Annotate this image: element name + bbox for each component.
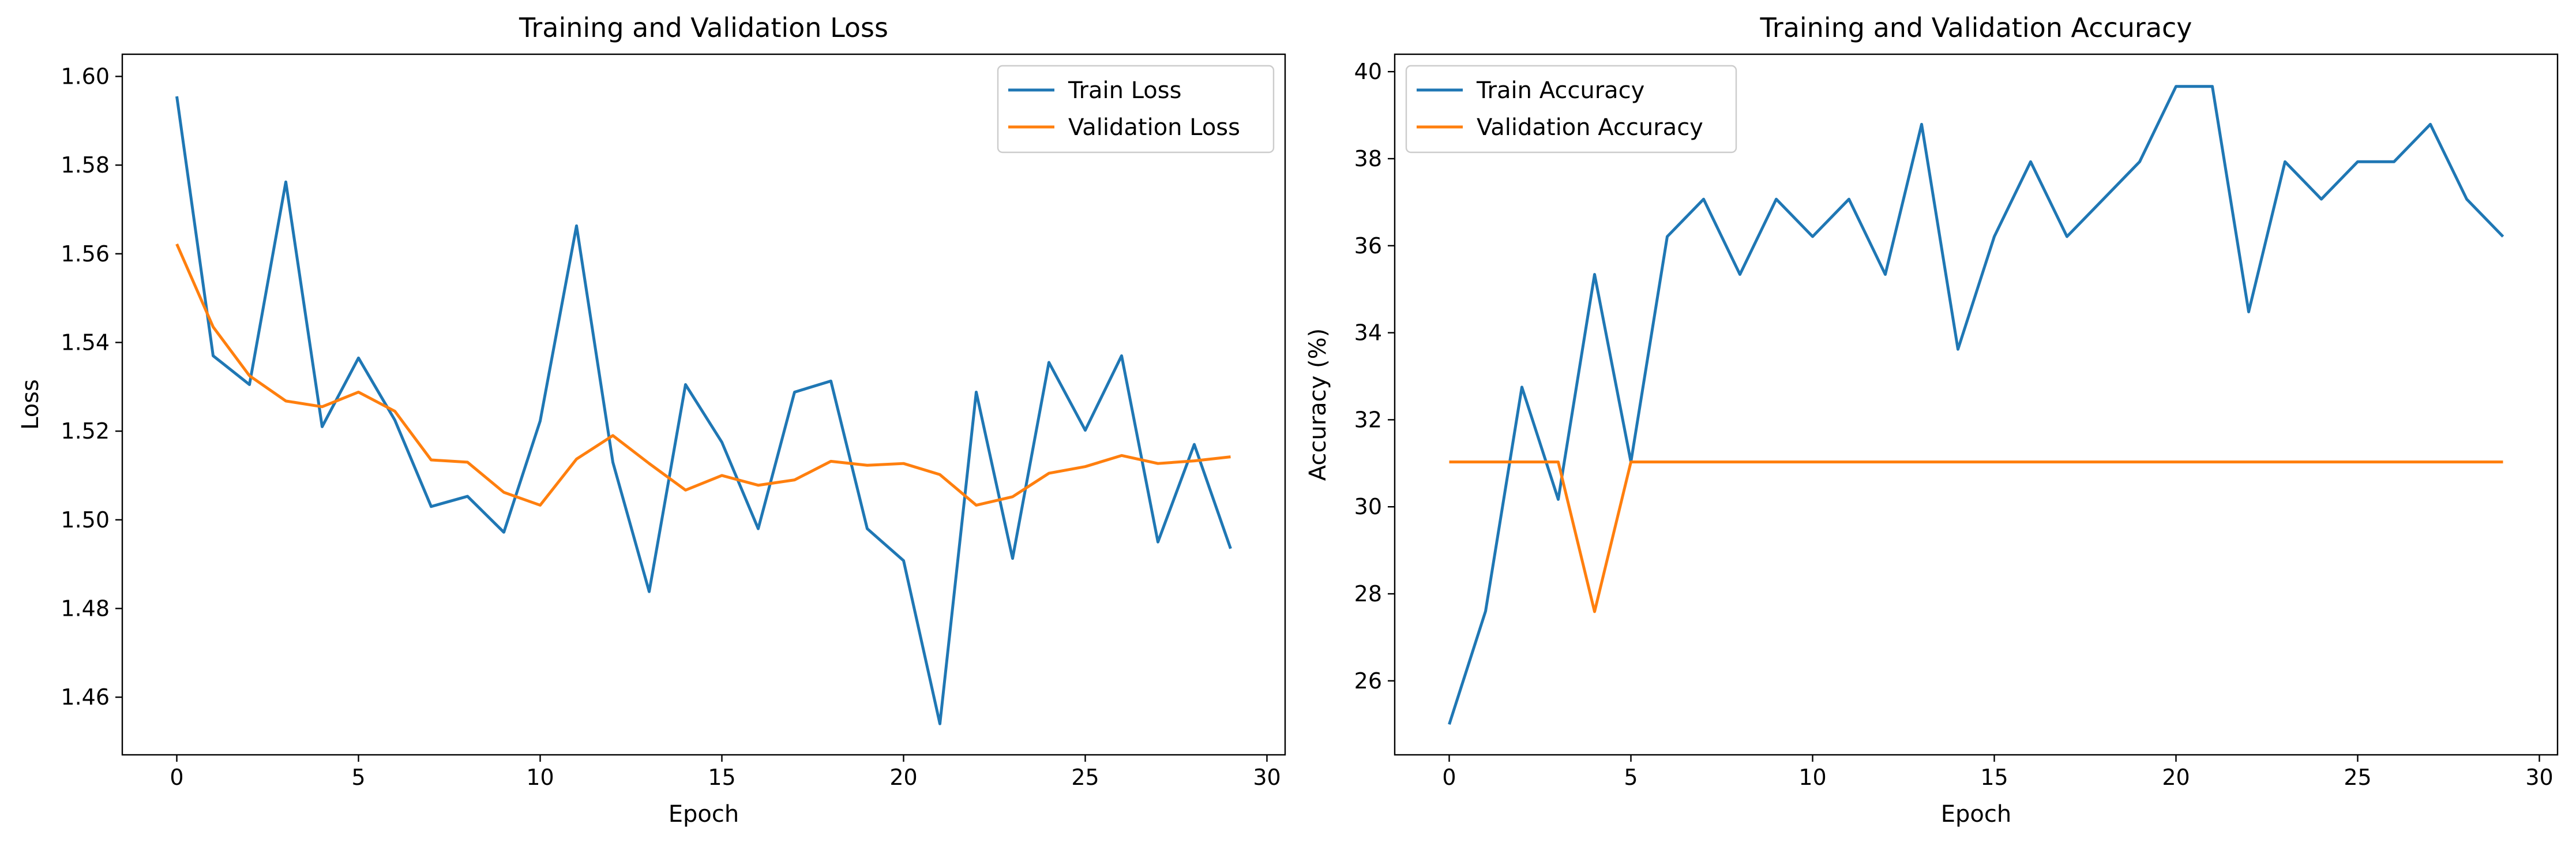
y-tick-label: 36 bbox=[1354, 233, 1382, 259]
x-tick-label: 20 bbox=[889, 765, 917, 790]
legend-box bbox=[997, 65, 1275, 154]
y-tick-label: 26 bbox=[1354, 668, 1382, 694]
y-tick-label: 1.52 bbox=[61, 418, 110, 444]
y-tick-label: 28 bbox=[1354, 581, 1382, 607]
x-tick-label: 25 bbox=[1071, 765, 1099, 790]
x-tick-label: 15 bbox=[1980, 765, 2008, 790]
y-tick-label: 34 bbox=[1354, 320, 1382, 346]
y-tick-label: 1.56 bbox=[61, 241, 110, 267]
y-tick-label: 1.60 bbox=[61, 63, 110, 89]
x-tick-label: 5 bbox=[1624, 765, 1638, 790]
y-tick-label: 1.54 bbox=[61, 330, 110, 355]
x-tick-label: 30 bbox=[2525, 765, 2553, 790]
plot-frame bbox=[121, 53, 1286, 756]
loss-chart: Training and Validation Loss Epoch Loss … bbox=[17, 12, 1286, 828]
series-line-1 bbox=[1448, 85, 2504, 725]
accuracy-chart: Training and Validation Accuracy Epoch A… bbox=[1305, 12, 2559, 828]
series-line-2 bbox=[175, 243, 1231, 507]
chart-title: Training and Validation Loss bbox=[519, 12, 888, 43]
y-tick-label: 38 bbox=[1354, 146, 1382, 171]
chart-title: Training and Validation Accuracy bbox=[1759, 12, 2192, 43]
x-axis-label: Epoch bbox=[1941, 801, 2011, 828]
x-tick-label: 10 bbox=[526, 765, 554, 790]
y-axis-label: Accuracy (%) bbox=[1305, 328, 1331, 481]
legend-box bbox=[1405, 65, 1737, 154]
x-axis-label: Epoch bbox=[669, 801, 739, 828]
series-line-2 bbox=[1449, 461, 2503, 613]
x-tick-label: 30 bbox=[1253, 765, 1281, 790]
legend-entry: Train Accuracy bbox=[1476, 77, 1644, 104]
x-tick-label: 10 bbox=[1798, 765, 1826, 790]
x-tick-label: 15 bbox=[708, 765, 735, 790]
x-tick-label: 25 bbox=[2344, 765, 2371, 790]
y-tick-label: 30 bbox=[1354, 494, 1382, 519]
y-tick-label: 1.58 bbox=[61, 152, 110, 178]
y-axis-label: Loss bbox=[17, 379, 44, 430]
x-tick-label: 20 bbox=[2162, 765, 2190, 790]
x-tick-label: 5 bbox=[351, 765, 365, 790]
legend: Train Loss Validation Loss bbox=[997, 65, 1275, 154]
series-line-1 bbox=[175, 96, 1232, 725]
x-tick-label: 0 bbox=[170, 765, 183, 790]
legend: Train Accuracy Validation Accuracy bbox=[1405, 65, 1737, 154]
legend-entry: Train Loss bbox=[1068, 77, 1181, 104]
legend-entry: Validation Loss bbox=[1068, 114, 1240, 141]
y-tick-label: 1.48 bbox=[61, 596, 110, 621]
y-tick-label: 1.46 bbox=[61, 684, 110, 710]
y-tick-label: 1.50 bbox=[61, 507, 110, 533]
y-tick-label: 40 bbox=[1354, 59, 1382, 84]
legend-entry: Validation Accuracy bbox=[1477, 114, 1703, 141]
plot-frame bbox=[1394, 53, 2559, 756]
x-tick-label: 0 bbox=[1442, 765, 1456, 790]
y-tick-label: 32 bbox=[1354, 407, 1382, 432]
